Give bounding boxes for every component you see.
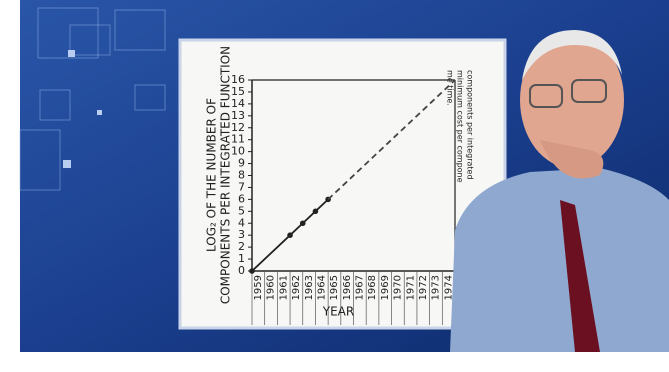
x-axis-label: YEAR [322,305,354,319]
x-tick-label: 1962 [291,275,302,300]
y-tick-label: 13 [231,109,245,122]
y-tick-label: 0 [238,264,245,277]
x-tick-label: 1968 [367,275,378,300]
x-tick-label: 1965 [329,275,340,300]
annotation: components per integrated [466,70,475,180]
y-tick-label: 7 [238,180,245,193]
y-tick-label: 14 [231,97,245,110]
data-point [313,209,319,215]
y-tick-label: 8 [238,169,245,182]
screenshot: 0123456789101112131415161959196019611962… [0,0,669,368]
data-point [249,268,255,274]
x-tick-label: 1961 [278,275,289,300]
data-point [300,220,306,226]
x-tick-label: 1960 [266,275,277,300]
y-tick-label: 3 [238,228,245,241]
y-tick-label: 1 [238,252,245,265]
y-tick-label: 11 [231,133,245,146]
y-tick-label: 6 [238,192,245,205]
x-tick-label: 1969 [380,275,391,300]
x-tick-label: 1964 [316,275,327,300]
annotation: minimum cost per compone [456,70,465,183]
x-tick-label: 1959 [253,275,264,300]
y-tick-label: 5 [238,204,245,217]
x-tick-label: 1973 [431,275,442,300]
x-tick-label: 1967 [355,275,366,300]
y-tick-label: 16 [231,73,245,86]
x-tick-label: 1966 [342,275,353,300]
y-axis-label: LOG₂ OF THE NUMBER OF [205,98,219,252]
data-point [287,232,293,238]
y-tick-label: 10 [231,145,245,158]
y-tick-label: 4 [238,216,245,229]
y-tick-label: 15 [231,85,245,98]
x-tick-label: 1963 [304,275,315,300]
y-tick-label: 9 [238,157,245,170]
y-tick-label: 12 [231,121,245,134]
y-axis-label: COMPONENTS PER INTEGRATED FUNCTION [219,46,233,304]
x-tick-label: 1972 [418,275,429,300]
y-tick-label: 2 [238,240,245,253]
x-tick-label: 1971 [405,275,416,300]
x-tick-label: 1970 [393,275,404,300]
